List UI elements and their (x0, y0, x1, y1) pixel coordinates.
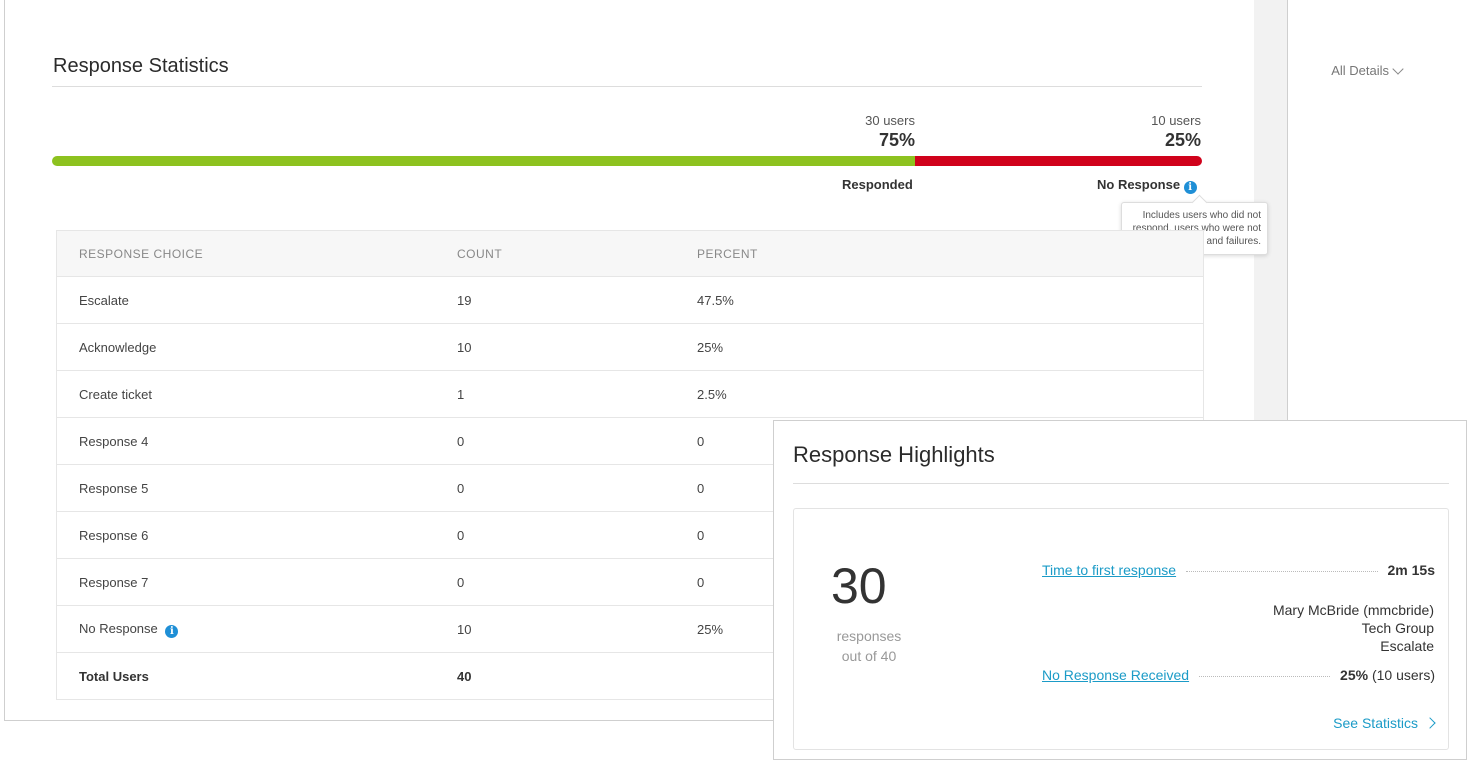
cell-count: 0 (457, 464, 697, 512)
caption-line-2: out of 40 (841, 648, 897, 664)
column-header-count: COUNT (457, 230, 697, 277)
total-count: 40 (457, 652, 697, 700)
dotted-leader (1186, 571, 1378, 572)
chevron-down-icon (1392, 62, 1404, 75)
no-response-legend-label: No Response (1097, 177, 1181, 192)
see-statistics-label: See Statistics (1333, 715, 1418, 731)
cell-choice: Response 5 (56, 464, 457, 512)
see-statistics-link[interactable]: See Statistics (1333, 715, 1436, 731)
no-response-percent: 25% (1164, 130, 1201, 150)
cell-percent: 25% (697, 323, 1204, 371)
no-response-legend: No Response i (1097, 177, 1197, 194)
cell-count: 0 (457, 417, 697, 465)
total-label: Total Users (56, 652, 457, 700)
no-response-users-value: (10 users) (1368, 667, 1435, 683)
all-details-label: All Details (1331, 63, 1389, 78)
response-progress-bar (52, 156, 1202, 166)
no-response-received-link[interactable]: No Response Received (1042, 667, 1190, 683)
section-title: Response Statistics (53, 55, 229, 77)
first-responder-name: Mary McBride (mmcbride) (1272, 602, 1434, 618)
highlights-title: Response Highlights (793, 442, 995, 467)
responded-segment (52, 156, 915, 166)
table-row: Create ticket 1 2.5% (56, 370, 1204, 418)
table-header-row: RESPONSE CHOICE COUNT PERCENT (56, 230, 1204, 277)
no-response-users: 10 users (1151, 113, 1201, 128)
cell-count: 10 (457, 605, 697, 653)
table-row: Escalate 19 47.5% (56, 276, 1204, 324)
no-response-summary: 10 users 25% (1102, 113, 1201, 151)
responded-summary: 30 users 75% (820, 113, 915, 151)
first-responder-group: Tech Group (1361, 620, 1434, 636)
first-responder-choice: Escalate (1380, 638, 1434, 654)
responded-legend: Responded (842, 177, 913, 192)
cell-percent: 47.5% (697, 276, 1204, 324)
chevron-right-icon (1424, 717, 1436, 729)
cell-count: 1 (457, 370, 697, 418)
response-highlights-card: Response Highlights 30 responses out of … (773, 420, 1467, 760)
divider (52, 86, 1202, 87)
cell-count: 19 (457, 276, 697, 324)
info-icon[interactable]: i (165, 624, 179, 638)
table-row: Acknowledge 10 25% (56, 323, 1204, 371)
first-responder-details: Mary McBride (mmcbride) Tech Group Escal… (1273, 601, 1434, 655)
first-response-row: Time to first response 2m 15s (1042, 562, 1435, 578)
cell-percent: 2.5% (697, 370, 1204, 418)
time-to-first-response-link[interactable]: Time to first response (1042, 562, 1177, 578)
cell-count: 10 (457, 323, 697, 371)
cell-choice: No Response i (56, 605, 457, 653)
cell-choice: Create ticket (56, 370, 457, 418)
cell-count: 0 (457, 511, 697, 559)
cell-choice: Response 6 (56, 511, 457, 559)
responded-percent: 75% (878, 130, 915, 150)
response-count: 30 (831, 558, 887, 614)
no-response-segment (914, 156, 1202, 166)
no-response-received-value: 25% (10 users) (1340, 667, 1435, 683)
cell-choice: Response 7 (56, 558, 457, 606)
responded-users: 30 users (865, 113, 915, 128)
cell-choice: Escalate (56, 276, 457, 324)
response-count-caption: responses out of 40 (831, 626, 907, 666)
info-icon[interactable]: i (1183, 181, 1197, 194)
cell-choice: Acknowledge (56, 323, 457, 371)
all-details-dropdown[interactable]: All Details (1331, 62, 1404, 78)
highlights-panel: 30 responses out of 40 Time to first res… (793, 508, 1449, 750)
time-to-first-response-value: 2m 15s (1387, 562, 1435, 578)
column-header-percent: PERCENT (697, 230, 1204, 277)
cell-count: 0 (457, 558, 697, 606)
column-header-choice: RESPONSE CHOICE (56, 230, 457, 277)
cell-choice: Response 4 (56, 417, 457, 465)
dotted-leader (1199, 676, 1331, 677)
divider (793, 483, 1449, 484)
no-response-row: No Response Received 25% (10 users) (1042, 667, 1435, 683)
no-response-percent-value: 25% (1340, 667, 1369, 683)
caption-line-1: responses (836, 628, 902, 644)
cell-choice-label: No Response (79, 620, 158, 636)
